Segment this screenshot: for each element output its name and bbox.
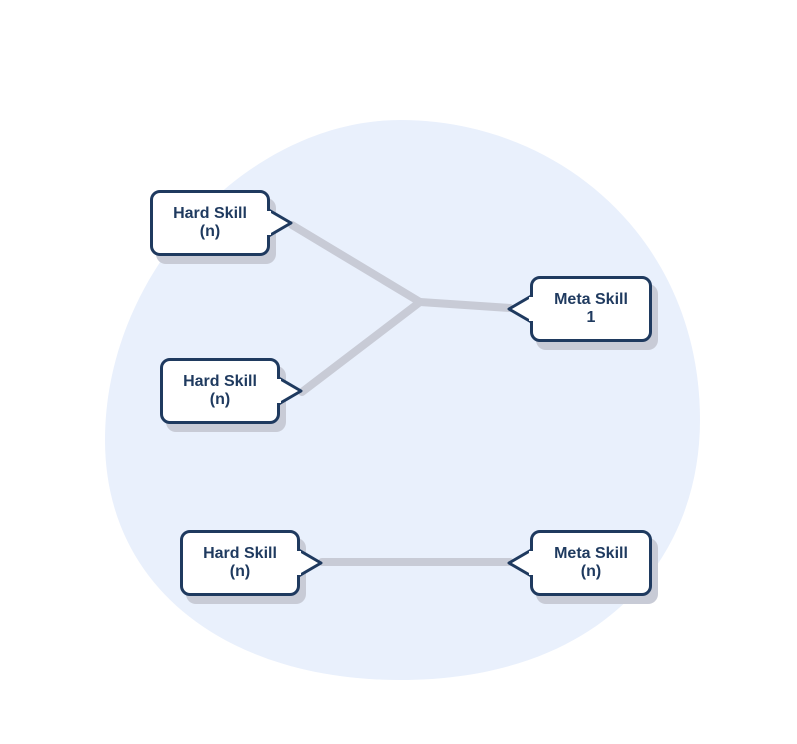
node-label-line2: (n) [581, 563, 601, 581]
node-bubble: Hard Skill(n) [150, 190, 270, 256]
node-label-line1: Hard Skill [173, 205, 247, 223]
node-hs2: Hard Skill(n) [160, 358, 280, 424]
node-label-line2: (n) [210, 391, 230, 409]
node-bubble: Hard Skill(n) [160, 358, 280, 424]
node-hs1: Hard Skill(n) [150, 190, 270, 256]
diagram-svg [0, 0, 797, 744]
node-ms1: Meta Skill1 [530, 276, 652, 342]
diagram-canvas: Hard Skill(n)Hard Skill(n)Meta Skill1Har… [0, 0, 797, 744]
node-label-line1: Hard Skill [183, 373, 257, 391]
node-hs3: Hard Skill(n) [180, 530, 300, 596]
speech-tail-icon [267, 207, 293, 239]
node-label-line2: (n) [230, 563, 250, 581]
node-bubble: Meta Skill1 [530, 276, 652, 342]
node-label-line1: Meta Skill [554, 545, 628, 563]
speech-tail-icon [507, 293, 533, 325]
node-label-line2: 1 [587, 309, 596, 327]
node-ms2: Meta Skill(n) [530, 530, 652, 596]
node-label-line2: (n) [200, 223, 220, 241]
node-label-line1: Hard Skill [203, 545, 277, 563]
speech-tail-icon [297, 547, 323, 579]
speech-tail-icon [507, 547, 533, 579]
node-bubble: Hard Skill(n) [180, 530, 300, 596]
speech-tail-icon [277, 375, 303, 407]
node-bubble: Meta Skill(n) [530, 530, 652, 596]
node-label-line1: Meta Skill [554, 291, 628, 309]
